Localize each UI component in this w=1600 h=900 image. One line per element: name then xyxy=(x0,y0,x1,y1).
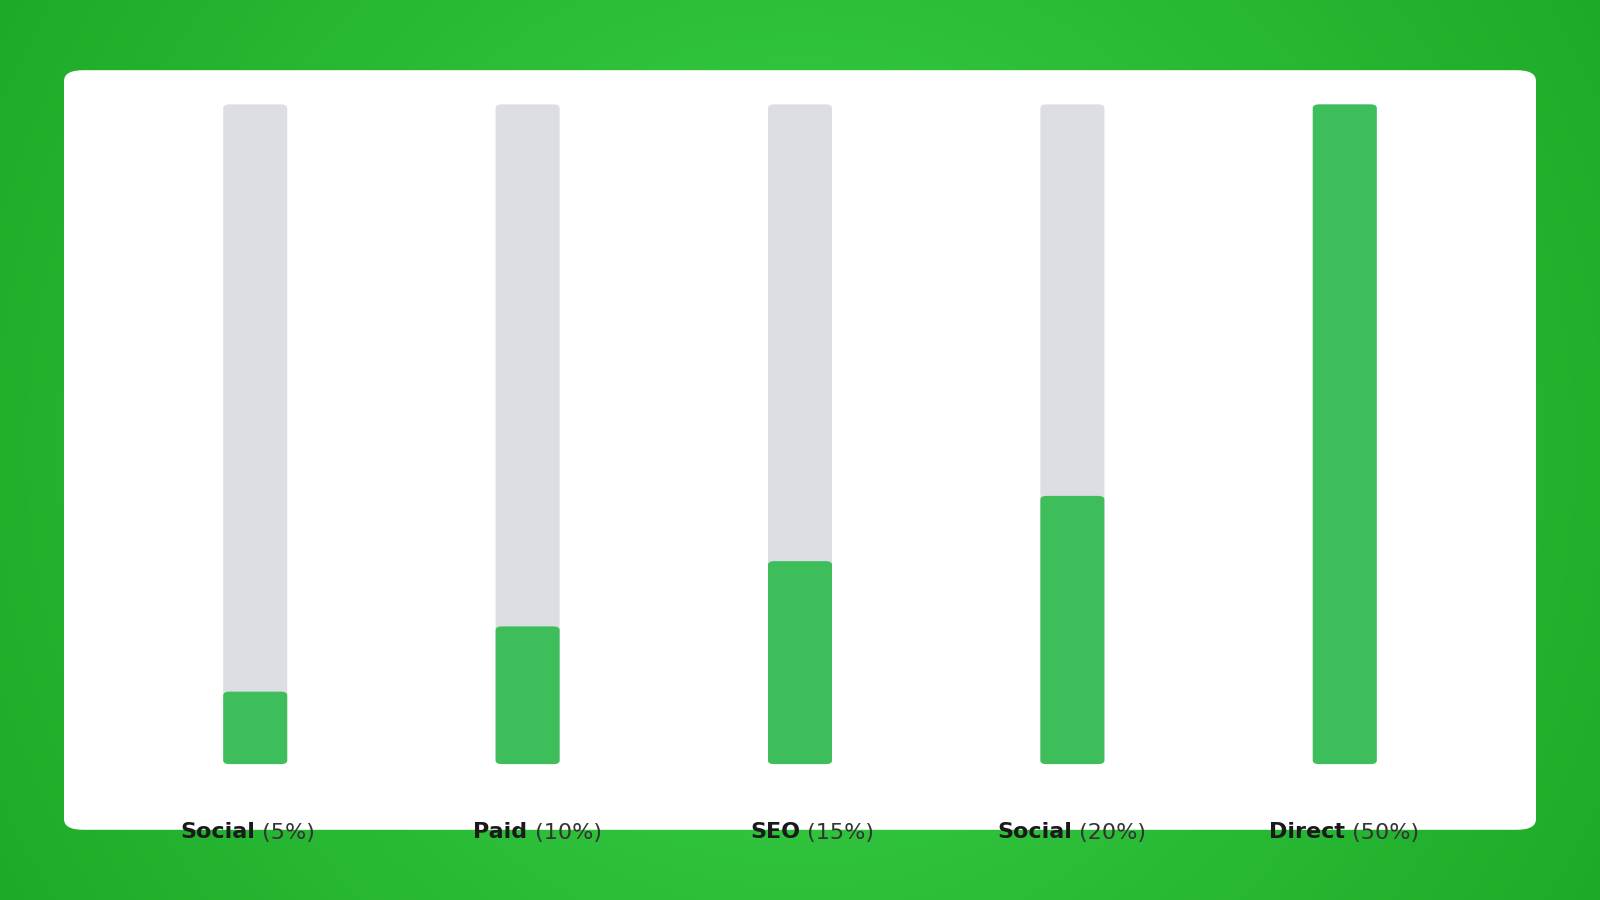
FancyBboxPatch shape xyxy=(224,104,288,764)
FancyBboxPatch shape xyxy=(64,70,1536,830)
FancyBboxPatch shape xyxy=(768,562,832,764)
FancyBboxPatch shape xyxy=(1040,104,1104,764)
Text: (15%): (15%) xyxy=(800,823,874,842)
Text: Social: Social xyxy=(997,823,1072,842)
FancyBboxPatch shape xyxy=(496,626,560,764)
Text: (50%): (50%) xyxy=(1344,823,1419,842)
FancyBboxPatch shape xyxy=(768,104,832,764)
FancyBboxPatch shape xyxy=(496,104,560,764)
FancyBboxPatch shape xyxy=(224,691,288,764)
Text: Direct: Direct xyxy=(1269,823,1344,842)
Text: (20%): (20%) xyxy=(1072,823,1146,842)
Text: Social: Social xyxy=(181,823,256,842)
Text: (5%): (5%) xyxy=(256,823,315,842)
FancyBboxPatch shape xyxy=(1312,104,1376,764)
Text: (10%): (10%) xyxy=(528,823,602,842)
FancyBboxPatch shape xyxy=(1312,104,1376,764)
FancyBboxPatch shape xyxy=(1040,496,1104,764)
Text: SEO: SEO xyxy=(750,823,800,842)
Text: Paid: Paid xyxy=(474,823,528,842)
